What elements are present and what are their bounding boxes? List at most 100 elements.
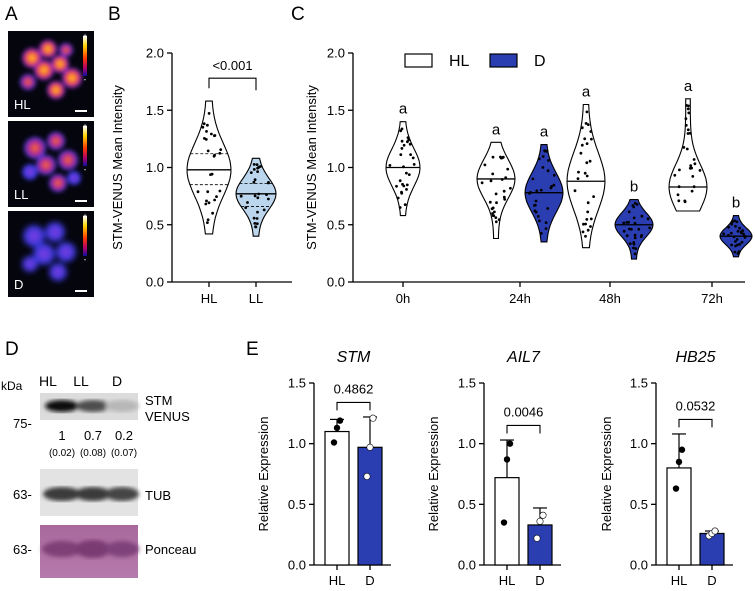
group-letter: a — [540, 124, 549, 141]
blot-col-d: D — [112, 373, 122, 389]
violin-point — [727, 225, 730, 229]
violin-point — [502, 189, 506, 193]
violin-point — [213, 153, 217, 157]
violin-point — [499, 155, 502, 159]
microscopy-image-hl: + - HL — [8, 31, 94, 117]
violin-point — [213, 134, 217, 137]
violin-point — [252, 163, 256, 166]
y-tick-label: 0.0 — [630, 558, 648, 573]
p-value-label: 0.0532 — [676, 398, 716, 413]
violin-point — [536, 215, 540, 218]
violin-point — [412, 163, 416, 166]
violin-point — [535, 189, 539, 193]
violin-point — [529, 191, 532, 194]
violin-point — [576, 177, 580, 181]
violin-point — [585, 161, 589, 165]
x-tick-label: D — [535, 573, 544, 588]
violin-point — [534, 210, 538, 214]
bar — [527, 524, 553, 566]
violin-point — [586, 210, 590, 214]
violin-point — [483, 163, 487, 167]
y-tick-label: 0.0 — [327, 275, 345, 290]
panel-d-western-blot: HL LL D kDa 75- STM VENUS 1 0.7 0.2 (0.0… — [1, 373, 196, 578]
violin-point — [398, 206, 402, 209]
violin-point — [406, 136, 410, 140]
panel-label-e: E — [246, 339, 259, 360]
bar — [357, 446, 383, 566]
violin-point — [239, 194, 243, 198]
significance-bracket — [336, 401, 371, 411]
violin-point — [267, 181, 270, 184]
lut-minus: - — [84, 75, 87, 84]
violin-point — [731, 220, 734, 224]
mw-63-tub: 63- — [13, 487, 32, 502]
quant-hl: 1 — [58, 428, 65, 443]
panel-label-c: C — [291, 4, 305, 25]
legend-label-d: D — [534, 53, 546, 70]
violin-point — [585, 218, 589, 221]
y-tick-label: 1.5 — [630, 376, 648, 391]
violin-point — [585, 110, 589, 114]
violin-point — [583, 171, 587, 175]
violin-point — [196, 190, 200, 194]
violin-point — [205, 199, 208, 203]
violin-point — [210, 132, 213, 136]
violin-point — [207, 112, 211, 115]
violin-point — [539, 188, 543, 192]
violin-point — [634, 247, 638, 251]
violin-point — [690, 189, 694, 193]
chart-e-hb25: 0.0 0.5 1.0 1.5 Relative Expression HL D 0.0532… — [599, 349, 733, 588]
violin-point — [408, 142, 412, 146]
x-tick-label: 24h — [509, 291, 531, 306]
violin-point — [543, 149, 547, 153]
violin-point — [734, 240, 737, 243]
y-tick-label: 1.0 — [327, 160, 345, 175]
group-letter: a — [582, 84, 591, 101]
violin-point — [692, 185, 696, 189]
violin-shape — [668, 98, 708, 212]
violin-point — [509, 186, 512, 190]
violin-point — [395, 184, 398, 188]
violin-point — [691, 175, 695, 178]
data-point — [503, 456, 511, 463]
violin-point — [252, 216, 256, 220]
violin-point — [546, 169, 550, 173]
violin-point — [686, 107, 690, 111]
violin-point — [584, 234, 587, 238]
image-label-d: D — [14, 277, 23, 292]
violin-point — [727, 233, 730, 237]
quant-d: 0.2 — [115, 428, 133, 443]
violin-point — [732, 235, 736, 239]
violin-point — [685, 147, 689, 151]
violin-point — [589, 217, 593, 221]
tub-bands — [43, 487, 139, 501]
violin-point — [682, 146, 686, 149]
violin-point — [577, 170, 580, 174]
violin-point — [244, 206, 248, 210]
violin-point — [684, 123, 688, 127]
violin-point — [738, 226, 741, 230]
violin-point — [646, 217, 650, 221]
violin-point — [253, 178, 257, 182]
violin-shape — [186, 100, 232, 235]
panel-label-d: D — [5, 339, 19, 360]
violin-point — [399, 129, 403, 133]
violin-point — [252, 180, 256, 184]
panel-a-microscopy: + - HL + - LL — [8, 31, 94, 297]
violin-point — [640, 234, 643, 237]
y-tick-label: 0.5 — [288, 497, 306, 512]
violin-point — [211, 211, 215, 215]
violin-point — [544, 227, 548, 231]
violin-point — [253, 222, 257, 225]
stm-band — [105, 400, 139, 412]
violin-point — [547, 159, 550, 162]
violin-point — [249, 171, 253, 175]
violin-point — [400, 147, 404, 150]
violin-point — [489, 179, 493, 183]
violin-point — [494, 220, 498, 224]
bar — [494, 477, 520, 566]
data-point — [500, 519, 508, 526]
violin-point — [256, 196, 260, 200]
bar — [666, 467, 692, 566]
image-label-ll: LL — [14, 187, 28, 202]
